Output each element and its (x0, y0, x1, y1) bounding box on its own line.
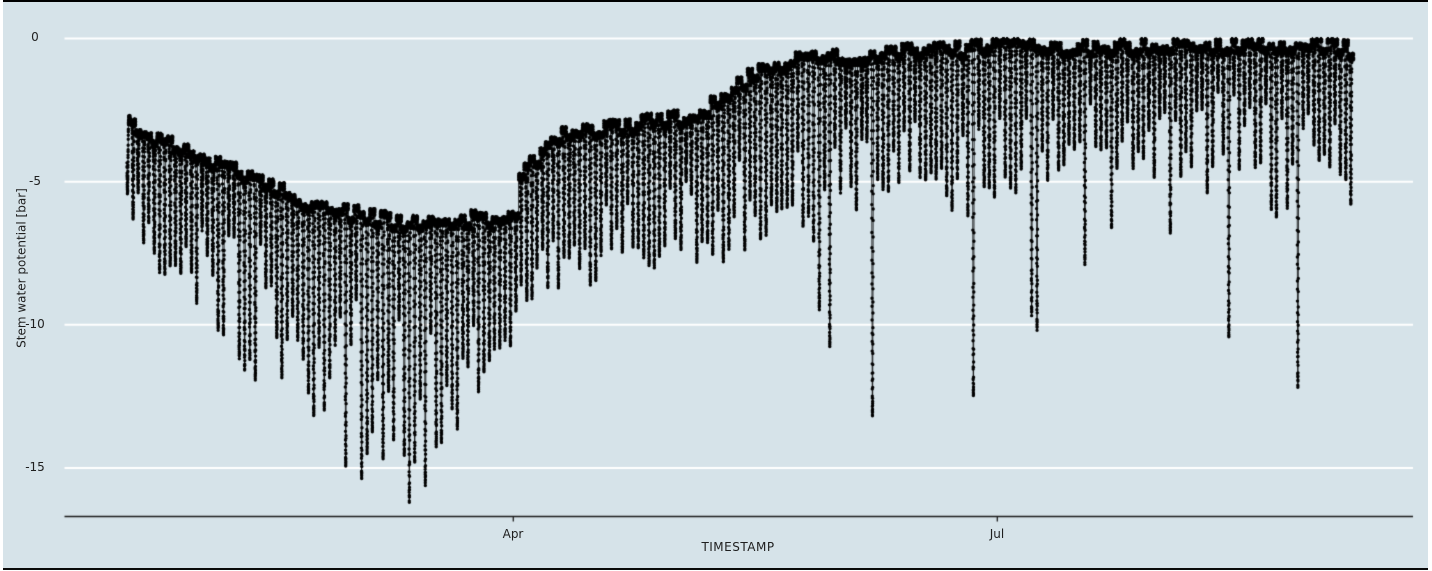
x-axis-label: TIMESTAMP (701, 540, 775, 554)
y-tick-label: 0 (31, 30, 39, 44)
y-axis-label: Stem water potential [bar] (14, 188, 29, 348)
x-tick-label-apr: Apr (502, 527, 524, 541)
x-tick-label-jul: Jul (989, 527, 1005, 541)
y-tick-label: -10 (25, 317, 45, 331)
y-tick-label: -15 (25, 460, 45, 474)
y-tick-label: -5 (29, 174, 41, 188)
